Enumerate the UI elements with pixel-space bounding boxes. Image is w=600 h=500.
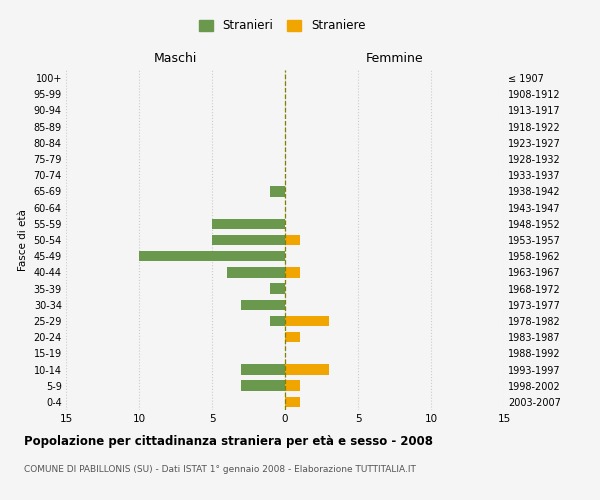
Bar — [271, 316, 285, 326]
Bar — [285, 234, 299, 246]
Text: Maschi: Maschi — [154, 52, 197, 65]
Bar — [212, 218, 285, 229]
Bar — [285, 316, 329, 326]
Text: Femmine: Femmine — [365, 52, 424, 65]
Text: Popolazione per cittadinanza straniera per età e sesso - 2008: Popolazione per cittadinanza straniera p… — [24, 435, 433, 448]
Bar — [271, 186, 285, 196]
Text: COMUNE DI PABILLONIS (SU) - Dati ISTAT 1° gennaio 2008 - Elaborazione TUTTITALIA: COMUNE DI PABILLONIS (SU) - Dati ISTAT 1… — [24, 465, 416, 474]
Legend: Stranieri, Straniere: Stranieri, Straniere — [195, 16, 369, 36]
Bar — [227, 267, 285, 278]
Bar — [212, 234, 285, 246]
Bar — [271, 284, 285, 294]
Bar — [241, 300, 285, 310]
Bar — [285, 396, 299, 407]
Bar — [285, 332, 299, 342]
Bar — [285, 364, 329, 375]
Bar — [285, 380, 299, 391]
Y-axis label: Fasce di età: Fasce di età — [18, 209, 28, 271]
Bar — [285, 267, 299, 278]
Bar — [241, 380, 285, 391]
Bar — [139, 251, 285, 262]
Bar — [241, 364, 285, 375]
